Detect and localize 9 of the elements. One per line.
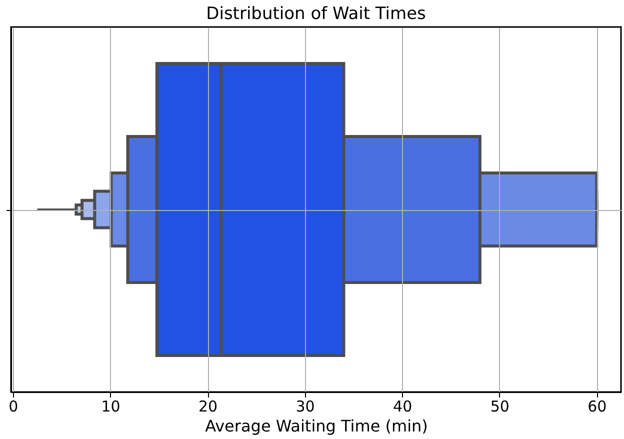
x-tick-label: 10	[101, 398, 120, 416]
x-tick-label: 50	[490, 398, 510, 416]
chart-title: Distribution of Wait Times	[206, 4, 426, 24]
x-tick-label: 0	[8, 398, 18, 416]
x-tick-label: 60	[588, 398, 607, 416]
x-axis-title: Average Waiting Time (min)	[205, 416, 428, 436]
x-tick-label: 30	[296, 398, 315, 416]
x-tick-label: 40	[393, 398, 412, 416]
x-tick-label: 20	[198, 398, 218, 416]
